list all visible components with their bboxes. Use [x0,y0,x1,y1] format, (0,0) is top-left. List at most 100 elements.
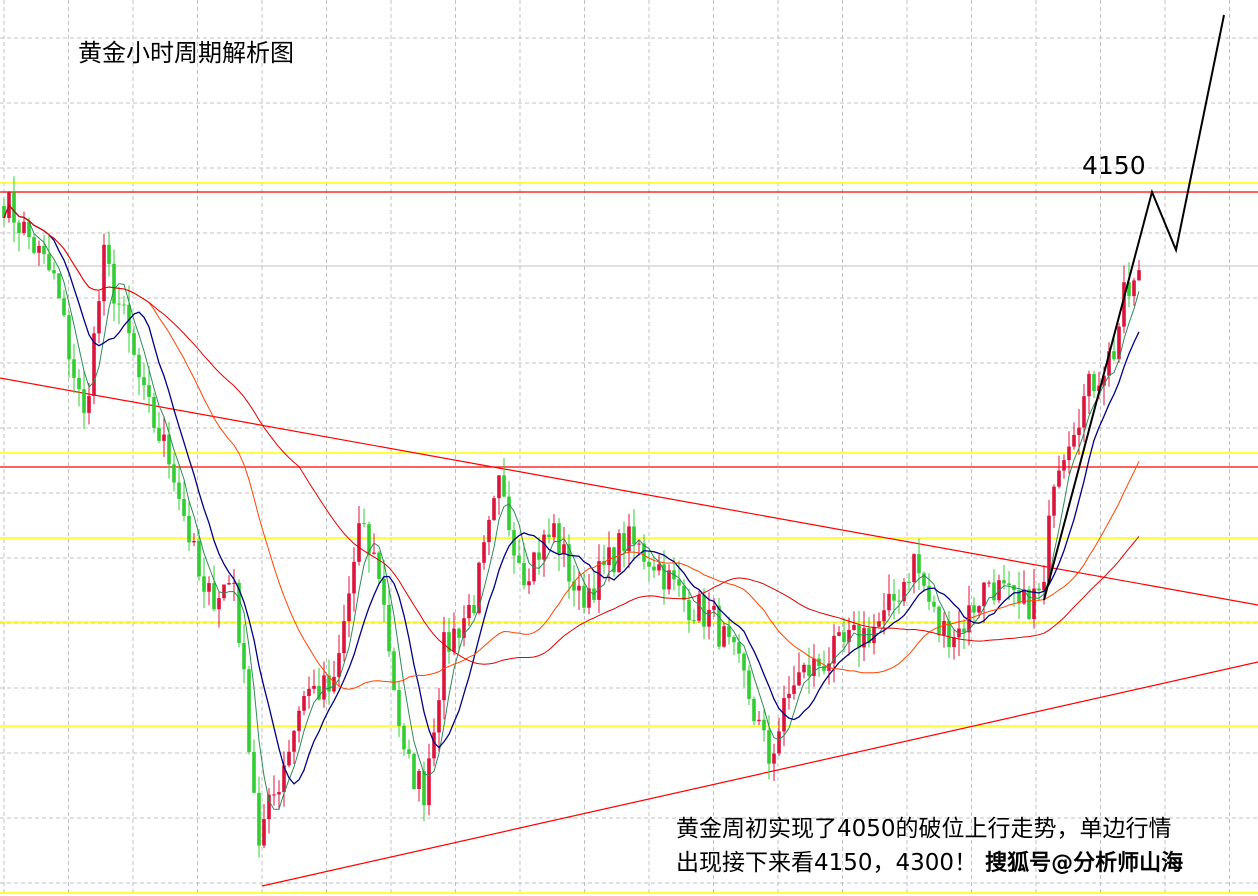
candle-body [432,732,436,759]
ma-line-slow [3,204,1140,690]
candle-body [557,523,561,554]
candle-body [1082,396,1086,428]
candle-body [412,753,416,790]
candle-body [952,637,956,648]
candle-body [427,758,431,806]
candle-body [842,632,846,642]
candle-body [232,582,236,584]
candle-body [1067,446,1071,461]
candle-body [572,581,576,591]
candle-body [522,563,526,586]
candle-body [292,730,296,752]
candle-body [792,685,796,694]
candle-body [847,629,851,642]
candle-body [307,688,311,697]
candle-body [702,594,706,627]
candle-body [972,605,976,613]
candle-body [212,583,216,610]
candle-body [192,540,196,543]
candle-body [92,333,96,397]
candle-body [102,244,106,302]
candle-body [347,593,351,622]
candle-body [537,552,541,560]
candle-body [497,475,501,499]
candle-body [217,598,221,610]
candle-body [737,642,741,654]
candle-body [502,475,506,497]
candle-body [677,579,681,586]
candle-body [297,710,301,731]
candle-body [757,719,761,722]
candle-body [837,632,841,636]
analysis-note: 黄金周初实现了4050的破位上行走势，单边行情 出现接下来看4150，4300！… [676,812,1183,881]
candle-body [492,498,496,520]
candle-body [647,561,651,567]
candle-body [1052,486,1056,516]
candle-body [1042,581,1046,591]
candle-body [287,751,291,766]
candle-body [437,700,441,733]
candle-body [322,675,326,700]
candle-body [1092,373,1096,392]
candle-body [687,600,691,621]
candle-body [787,693,791,699]
candle-body [982,582,986,607]
candle-body [147,385,151,397]
candle-body [452,628,456,652]
candle-body [202,576,206,592]
candle-body [172,464,176,483]
candle-body [597,561,601,600]
candle-body [332,676,336,692]
candle-body [1117,326,1121,360]
candle-body [777,731,781,754]
candle-body [957,628,961,638]
candle-body [902,581,906,602]
candle-body [47,254,51,271]
candle-body [247,669,251,753]
candle-body [912,554,916,583]
candle-body [937,606,941,635]
candle-body [547,534,551,538]
candle-body [457,628,461,638]
candle-body [462,618,466,638]
candle-body [527,581,531,586]
trendline-support [261,661,1258,887]
candle-body [62,298,66,316]
candle-body [582,585,586,608]
candle-body [627,526,631,552]
candle-body [257,792,261,846]
candle-body [637,543,641,545]
candle-body [1137,270,1141,281]
candle-body [387,604,391,652]
candle-body [312,685,316,689]
candle-body [447,632,451,652]
candle-body [197,540,201,577]
candle-body [342,621,346,654]
candle-body [467,604,471,619]
candle-body [767,730,771,764]
candle-body [122,304,126,306]
candle-body [1077,427,1081,435]
candle-body [182,498,186,516]
candle-body [72,359,76,378]
candle-body [802,664,806,673]
ma-line-mid [3,203,1140,785]
candle-body [67,315,71,360]
candle-body [512,530,516,556]
candle-body [772,753,776,764]
candle-body [1017,590,1021,604]
candle-body [1122,282,1126,327]
ma-line-fast [3,204,1140,810]
candle-body [732,636,736,643]
candle-body [1002,580,1006,584]
candle-body [642,543,646,562]
candle-body [682,585,686,601]
candle-body [1107,351,1111,376]
candle-body [282,765,286,793]
candle-body [917,554,921,574]
candle-body [42,245,46,255]
candle-body [302,696,306,711]
candle-body [112,263,116,304]
candle-body [612,547,616,573]
